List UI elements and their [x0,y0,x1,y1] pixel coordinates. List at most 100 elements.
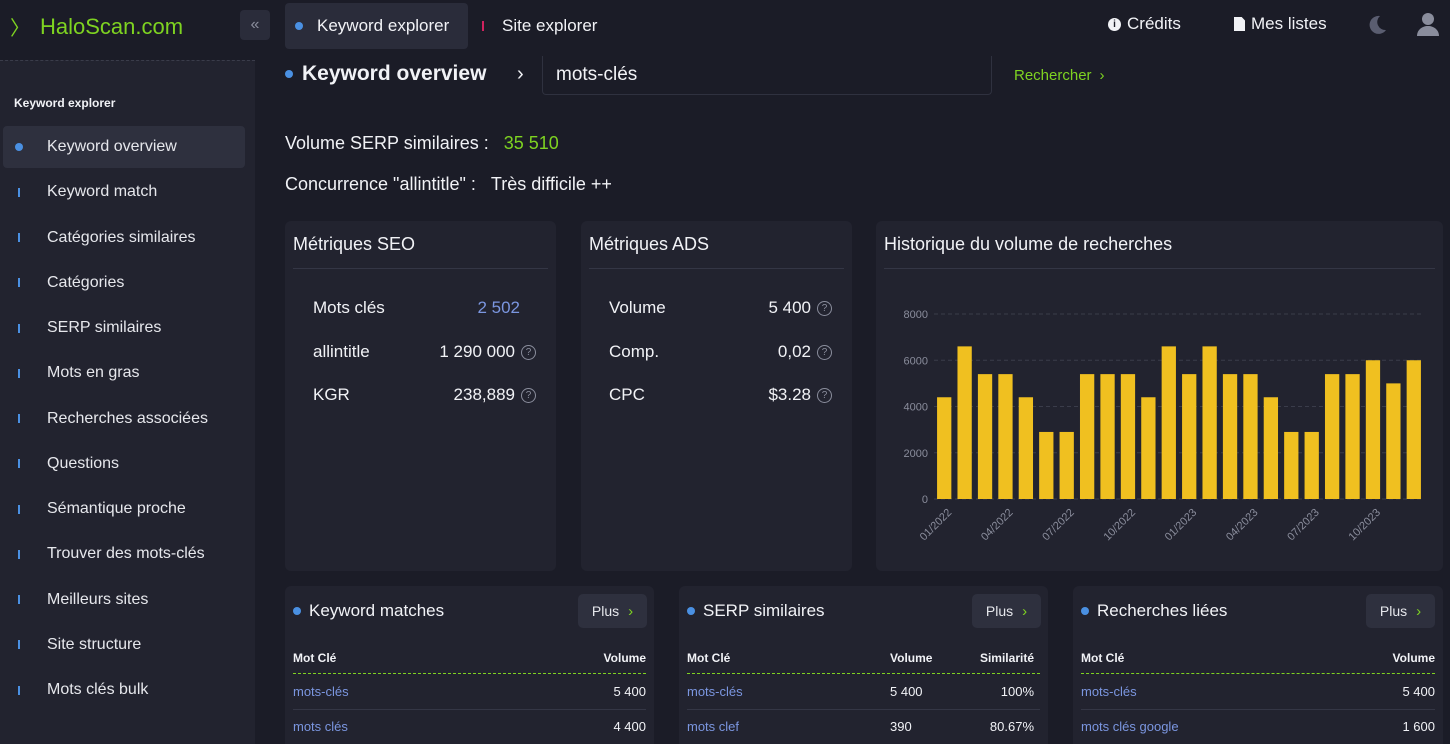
bullet-icon [18,233,20,242]
tab-tick-icon [482,21,484,31]
lists-link[interactable]: Mes listes [1234,14,1327,34]
allintitle-stat: Concurrence "allintitle" : Très difficil… [285,174,612,195]
sidebar-item-label: Mots clés bulk [47,681,149,698]
volume-cell: 390 [890,719,912,734]
title-dot-icon [1081,607,1089,615]
x-tick-label: 01/2022 [918,507,955,544]
volume-cell: 5 400 [1402,684,1435,699]
bullet-icon [18,640,20,650]
sidebar-item-label: Mots en gras [47,364,140,382]
metric-value[interactable]: 2 502 [477,298,520,317]
tab-keyword-explorer[interactable]: Keyword explorer [285,3,468,49]
help-icon[interactable]: ? [817,300,832,316]
volume-cell: 4 400 [613,719,646,734]
help-icon[interactable]: ? [521,387,536,403]
card-title-text: SERP similaires [703,601,825,620]
history-card-title: Historique du volume de recherches [884,234,1173,254]
keyword-matches-plus-button[interactable]: Plus › [578,594,647,628]
sidebar-item-serp-similaires[interactable]: SERP similaires [3,307,245,349]
divider [589,268,844,269]
metric-label: KGR [313,385,350,404]
sidebar-item-label: Questions [47,454,120,472]
recherches-liees-plus-button[interactable]: Plus › [1366,594,1435,628]
sidebar-item-keyword-match[interactable]: Keyword match [3,171,245,213]
bar-08/2022 [1079,374,1095,499]
metric-label: Comp. [609,342,660,361]
bar-10/2023 [1365,360,1381,499]
bullet-icon [18,187,20,197]
keyword-link[interactable]: mots-clés [687,684,743,699]
keyword-link[interactable]: mots clés google [1081,719,1179,734]
bar-02/2022 [957,346,972,499]
search-volume-history-card: Historique du volume de recherches 0 2000… [876,221,1443,571]
page-title: Keyword overview [285,62,486,86]
seo-card-title: Métriques SEO [293,234,416,254]
tab-site-explorer[interactable]: Site explorer [482,3,597,49]
card-title-text: Recherches liées [1097,601,1228,620]
sidebar-item-recherches-associees[interactable]: Recherches associées [3,398,245,440]
sidebar-item-mots-en-gras[interactable]: Mots en gras [3,352,245,394]
collapse-sidebar-button[interactable]: « [240,10,270,40]
keyword-link[interactable]: mots-clés [293,684,349,699]
keyword-link[interactable]: mots-clés [1081,684,1137,699]
row-divider [293,709,646,710]
plus-label: Plus [985,603,1014,619]
credits-label: Crédits [1127,14,1181,33]
column-header-volume: Volume [603,651,646,665]
x-tick-label: 04/2022 [979,507,1016,544]
serp-similaires-card: SERP similaires Plus › Mot Clé Volume Si… [679,586,1048,744]
column-header-keyword: Mot Clé [687,651,731,665]
logo-text: HaloScan.com [40,13,184,39]
search-button[interactable]: Rechercher › [1014,67,1105,84]
sidebar-item-label: Catégories [47,273,125,291]
credits-link[interactable]: i Crédits [1108,14,1181,34]
metric-label: Mots clés [313,298,385,317]
bar-09/2022 [1100,374,1115,499]
bar-05/2023 [1263,397,1279,499]
seo-row-kgr: KGR 238,889 ? [313,384,536,406]
column-header-volume: Volume [890,651,933,665]
chevron-right-icon: › [1099,67,1105,84]
sidebar-item-site-structure[interactable]: Site structure [3,624,245,666]
y-tick-label: 0 [922,494,928,506]
search-volume-bar-chart: 0 2000 4000 6000 8000 01/2022 04/2022 07/2022 10… [904,309,1424,544]
column-header-volume: Volume [1392,651,1435,665]
sidebar-item-label: SERP similaires [47,319,162,336]
sidebar-item-keyword-overview[interactable]: Keyword overview [3,126,245,168]
logo[interactable]: 〉 HaloScan.com [10,12,183,41]
keyword-search-input[interactable] [542,56,992,95]
help-icon[interactable]: ? [817,344,832,360]
x-tick-label: 10/2022 [1101,507,1138,544]
y-tick-label: 4000 [904,402,928,414]
sidebar-item-categories-similaires[interactable]: Catégories similaires [3,217,245,259]
help-icon[interactable]: ? [817,387,832,403]
sidebar-item-trouver-des-mots-cles[interactable]: Trouver des mots-clés [3,533,245,575]
sidebar-item-categories[interactable]: Catégories [3,262,245,304]
bullet-icon [18,549,20,559]
keyword-link[interactable]: mots clés [293,719,348,734]
sidebar-item-meilleurs-sites[interactable]: Meilleurs sites [3,579,245,621]
keyword-link[interactable]: mots clef [687,719,740,734]
header-divider [1081,673,1435,674]
x-tick-label: 07/2022 [1040,507,1077,544]
sidebar-item-label: Sémantique proche [47,500,186,517]
bar-10/2022 [1120,374,1136,499]
seo-metrics-card: Métriques SEO Mots clés 2 502 allintitle… [285,221,556,571]
sidebar-item-mots-cles-bulk[interactable]: Mots clés bulk [3,669,245,711]
header-divider [293,673,646,674]
sidebar-item-semantique-proche[interactable]: Sémantique proche [3,488,245,530]
sidebar-item-label: Meilleurs sites [47,590,149,608]
bar-07/2022 [1059,431,1074,499]
search-button-label: Rechercher [1014,67,1092,84]
divider [884,268,1435,269]
user-avatar-icon[interactable] [1417,12,1439,38]
bar-04/2022 [998,374,1013,499]
help-icon[interactable]: ? [521,344,536,360]
x-tick-label: 07/2023 [1285,507,1322,544]
sidebar-title: Keyword explorer [14,96,116,110]
sidebar-item-questions[interactable]: Questions [3,443,245,485]
bar-11/2022 [1141,397,1156,499]
ads-row-volume: Volume 5 400 ? [609,297,832,319]
moon-icon[interactable] [1366,14,1388,36]
serp-similaires-plus-button[interactable]: Plus › [972,594,1041,628]
